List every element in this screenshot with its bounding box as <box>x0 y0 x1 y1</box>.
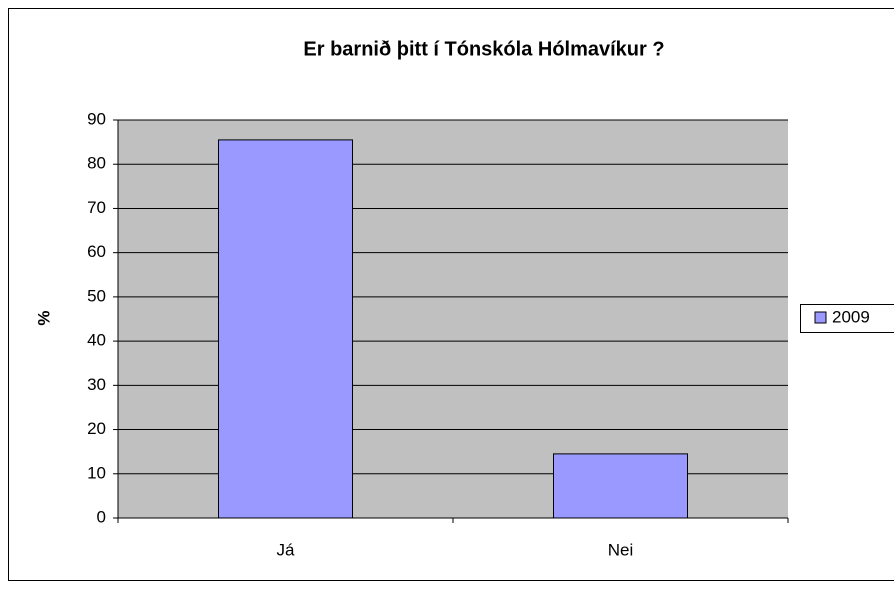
bar <box>554 454 688 518</box>
bar <box>219 140 353 518</box>
y-tick-label: 20 <box>87 419 106 438</box>
chart-title: Er barnið þitt í Tónskóla Hólmavíkur ? <box>303 38 664 60</box>
y-axis-label: % <box>34 310 53 325</box>
legend-swatch <box>815 312 826 323</box>
y-tick-label: 60 <box>87 242 106 261</box>
y-tick-label: 40 <box>87 331 106 350</box>
x-tick-label: Nei <box>608 540 634 559</box>
x-tick-label: Já <box>277 540 296 559</box>
y-tick-label: 80 <box>87 154 106 173</box>
y-tick-label: 70 <box>87 198 106 217</box>
y-tick-label: 90 <box>87 109 106 128</box>
y-tick-label: 30 <box>87 375 106 394</box>
y-tick-label: 0 <box>97 507 106 526</box>
legend-label: 2009 <box>832 307 870 326</box>
y-tick-label: 50 <box>87 286 106 305</box>
y-tick-label: 10 <box>87 463 106 482</box>
